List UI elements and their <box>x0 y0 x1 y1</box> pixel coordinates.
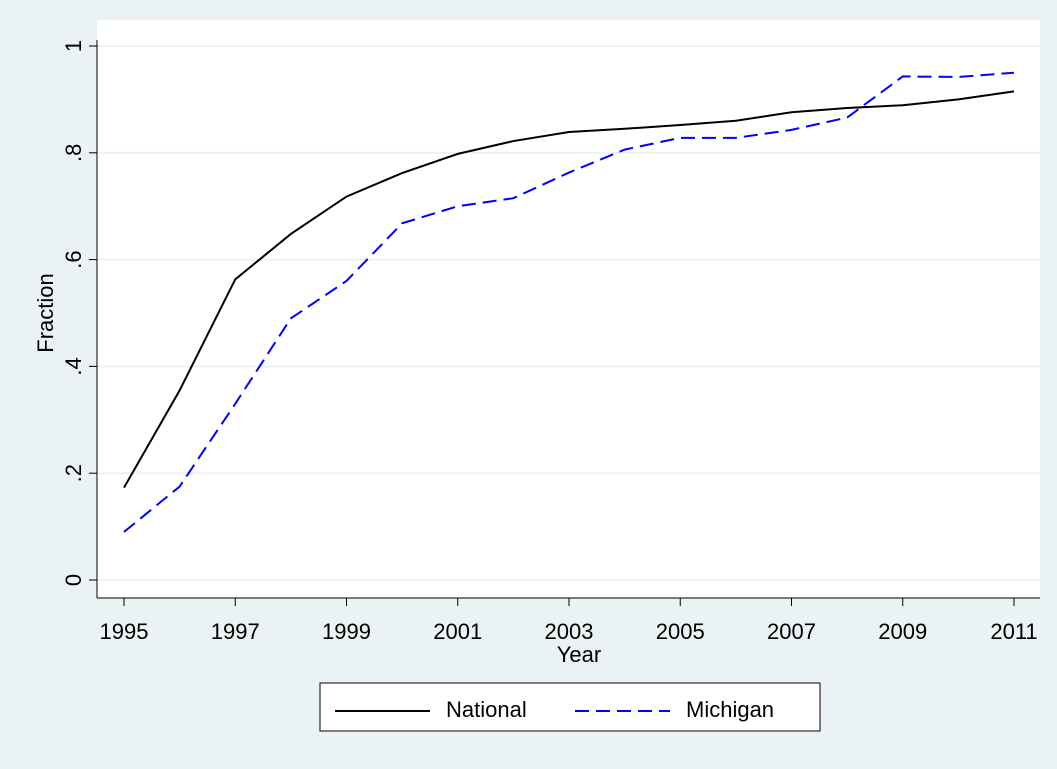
legend <box>319 682 821 732</box>
y-tick-label: .4 <box>61 357 86 375</box>
x-tick-label: 2005 <box>656 619 705 644</box>
x-tick-label: 2001 <box>433 619 482 644</box>
series-line <box>123 71 1015 533</box>
x-tick-label: 2003 <box>545 619 594 644</box>
x-tick-label: 1995 <box>100 619 149 644</box>
y-axis-title: Fraction <box>33 273 58 352</box>
legend-label: National <box>446 697 527 722</box>
legend-label: Michigan <box>686 697 774 722</box>
x-axis-title: Year <box>557 642 601 667</box>
y-tick-label: 1 <box>61 40 86 52</box>
series-line <box>123 90 1015 489</box>
x-tick-label: 2011 <box>990 619 1037 644</box>
y-tick-label: .2 <box>61 464 86 482</box>
x-tick-label: 1999 <box>322 619 371 644</box>
x-tick-label: 1997 <box>211 619 260 644</box>
x-tick-label: 2007 <box>767 619 816 644</box>
y-tick-label: .8 <box>61 144 86 162</box>
y-tick-label: .6 <box>61 250 86 268</box>
x-tick-label: 2009 <box>878 619 927 644</box>
y-tick-label: 0 <box>61 574 86 586</box>
plot-area <box>97 20 1040 598</box>
